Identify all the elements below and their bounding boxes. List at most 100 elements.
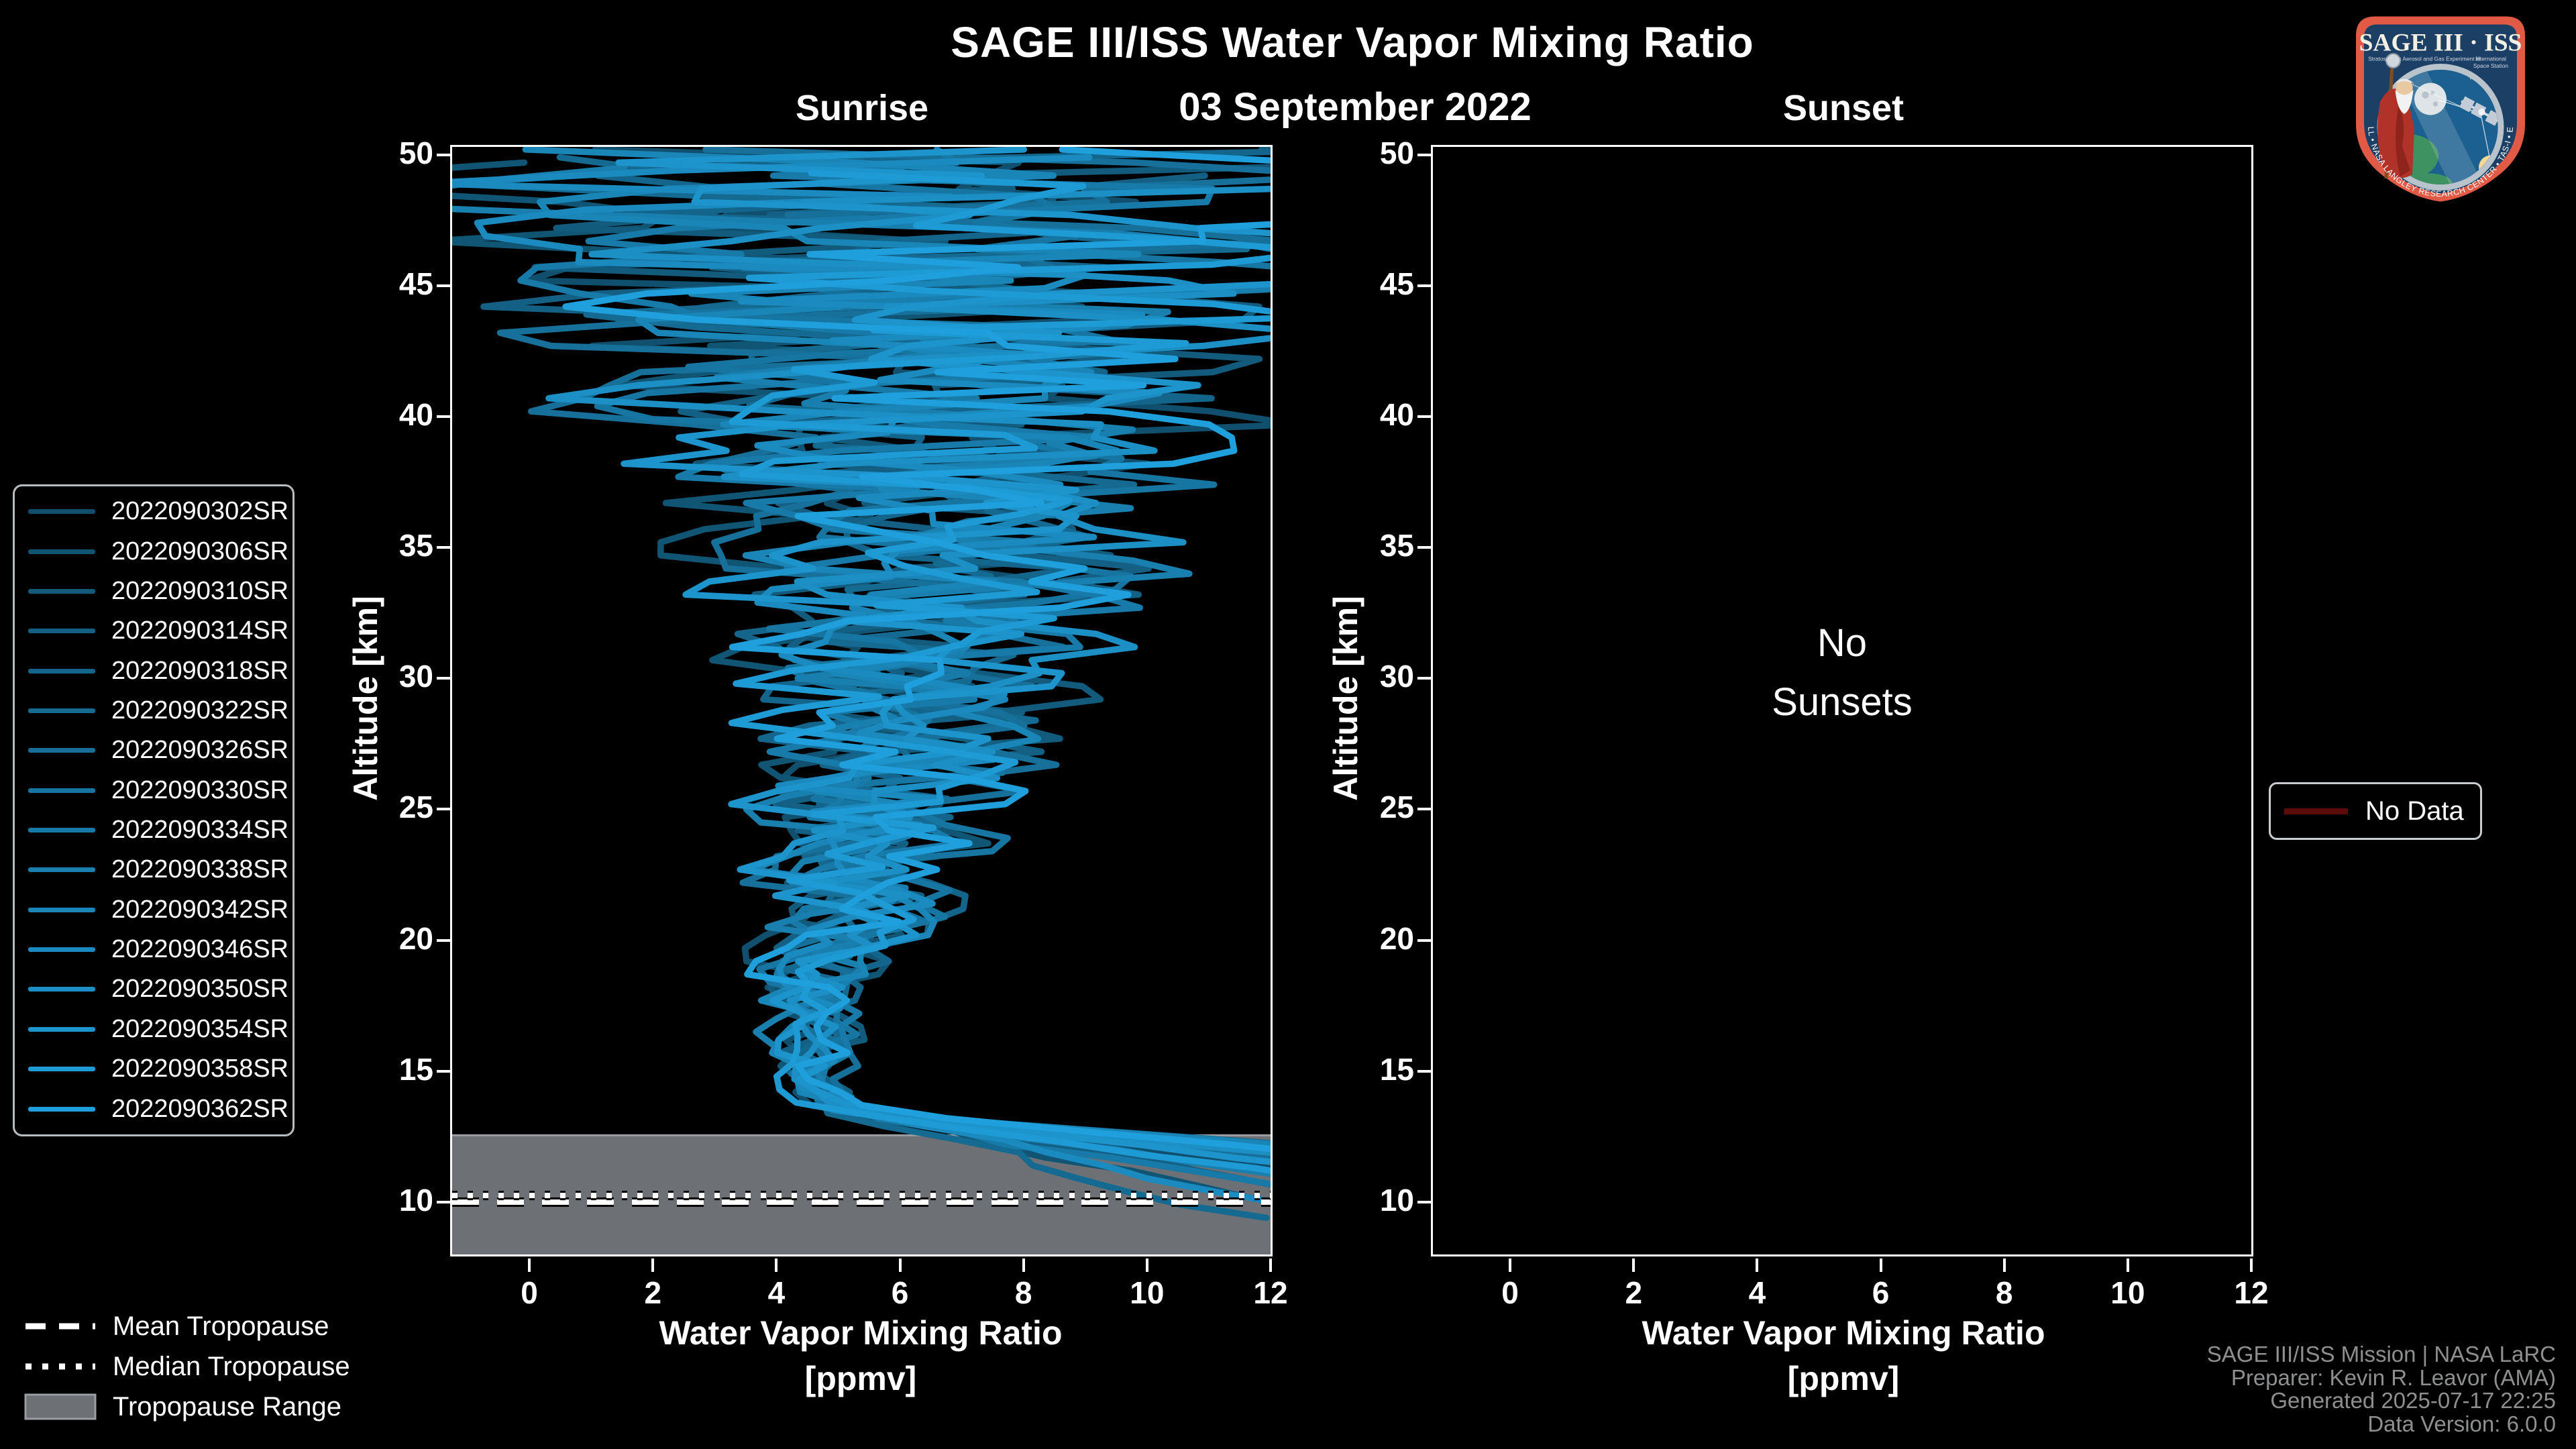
- y-tick-mark: [1417, 677, 1431, 680]
- y-tick-label: 15: [1379, 1051, 1414, 1087]
- event-line-swatch-icon: [28, 788, 95, 793]
- x-tick-label: 10: [2110, 1275, 2145, 1310]
- event-line-swatch-icon: [28, 668, 95, 674]
- x-tick-mark: [2126, 1258, 2129, 1272]
- x-tick-label: 10: [1130, 1275, 1165, 1310]
- patch-subtitle-right2: Space Station: [2473, 62, 2508, 69]
- x-tick-mark: [1269, 1258, 1272, 1272]
- x-tick-mark: [1022, 1258, 1025, 1272]
- y-tick-label: 40: [398, 397, 433, 433]
- event-legend-row: 2022090322SR: [15, 696, 292, 725]
- y-tick-mark: [437, 677, 450, 680]
- sunrise-plot: 0 2 4 6 8 10 12 10 15 20 25 30 35 40 45 50: [399, 136, 1288, 1310]
- y-tick-mark: [1417, 415, 1431, 419]
- father-time-figure: [2377, 52, 2414, 179]
- event-id-label: 2022090306SR: [111, 537, 289, 566]
- credit-preparer: Preparer: Kevin R. Leavor (AMA): [2231, 1364, 2556, 1390]
- y-tick-label: 30: [398, 659, 433, 694]
- event-legend-row: 2022090306SR: [15, 537, 292, 566]
- event-legend-row: 2022090334SR: [15, 816, 292, 845]
- credits-block: SAGE III/ISS Mission | NASA LaRC Prepare…: [2207, 1342, 2556, 1436]
- legend-mean-tropopause: Mean Tropopause: [23, 1307, 329, 1345]
- x-tick-mark: [898, 1258, 902, 1272]
- event-line-swatch-icon: [28, 987, 95, 992]
- sunrise-event-legend: 2022090302SR 2022090306SR 2022090310SR 2022…: [13, 484, 294, 1136]
- event-id-label: 2022090302SR: [111, 497, 289, 526]
- date-label: 03 September 2022: [1179, 85, 1532, 129]
- y-tick-mark: [1417, 1200, 1431, 1203]
- event-id-label: 2022090310SR: [111, 577, 289, 606]
- event-legend-row: 2022090354SR: [15, 1015, 292, 1044]
- event-id-label: 2022090346SR: [111, 935, 289, 964]
- y-tick-label: 50: [398, 135, 433, 170]
- median-tropopause-swatch-icon: [25, 1363, 95, 1370]
- y-tick-mark: [1417, 284, 1431, 287]
- tropopause-range-label: Tropopause Range: [113, 1391, 341, 1421]
- event-legend-row: 2022090362SR: [15, 1095, 292, 1124]
- x-tick-label: 8: [1014, 1275, 1032, 1310]
- mean-tropopause-label: Mean Tropopause: [113, 1311, 329, 1341]
- x-tick-label: 2: [644, 1275, 662, 1310]
- y-tick-label: 45: [398, 266, 433, 301]
- y-tick-mark: [437, 415, 450, 419]
- y-tick-mark: [1417, 546, 1431, 549]
- event-legend-row: 2022090358SR: [15, 1055, 292, 1083]
- y-tick-mark: [1417, 1069, 1431, 1073]
- y-tick-mark: [437, 1069, 450, 1073]
- sunset-panel-label: Sunset: [1782, 88, 1904, 128]
- no-data-legend: No Data: [2269, 782, 2482, 840]
- y-tick-mark: [437, 1200, 450, 1203]
- event-id-label: 2022090358SR: [111, 1055, 289, 1083]
- event-legend-row: 2022090314SR: [15, 616, 292, 645]
- event-id-label: 2022090362SR: [111, 1094, 289, 1123]
- sunrise-panel-label: Sunrise: [795, 88, 929, 128]
- y-tick-label: 20: [398, 920, 433, 956]
- event-legend-row: 2022090350SR: [15, 975, 292, 1004]
- x-tick-label: 6: [1872, 1275, 1890, 1310]
- no-data-line-icon: [2284, 808, 2348, 814]
- event-id-label: 2022090354SR: [111, 1014, 289, 1043]
- legend-tropopause-range: Tropopause Range: [23, 1388, 341, 1426]
- event-line-swatch-icon: [28, 748, 95, 753]
- x-tick-mark: [1509, 1258, 1512, 1272]
- legend-median-tropopause: Median Tropopause: [23, 1348, 350, 1385]
- y-tick-mark: [1417, 153, 1431, 156]
- event-legend-row: 2022090326SR: [15, 736, 292, 765]
- x-tick-mark: [528, 1258, 531, 1272]
- x-tick-mark: [1879, 1258, 1882, 1272]
- sunrise-xlabel-line1: Water Vapor Mixing Ratio: [659, 1314, 1063, 1352]
- event-legend-row: 2022090310SR: [15, 577, 292, 606]
- event-line-swatch-icon: [28, 1026, 95, 1032]
- event-line-swatch-icon: [28, 1106, 95, 1112]
- y-tick-mark: [437, 938, 450, 942]
- x-tick-mark: [1145, 1258, 1148, 1272]
- event-legend-row: 2022090318SR: [15, 657, 292, 686]
- profile-line-2022090362SR: [562, 147, 1271, 1152]
- y-tick-label: 20: [1379, 920, 1414, 956]
- x-tick-label: 0: [521, 1275, 538, 1310]
- event-line-swatch-icon: [28, 1067, 95, 1072]
- tropopause-range-swatch-icon: [24, 1393, 97, 1420]
- event-id-label: 2022090338SR: [111, 855, 289, 884]
- event-line-swatch-icon: [28, 509, 95, 515]
- sunrise-profiles-canvas: [452, 147, 1271, 1254]
- sunset-xlabel-line1: Water Vapor Mixing Ratio: [1642, 1314, 2045, 1352]
- credit-generated: Generated 2025-07-17 22:25: [2270, 1388, 2556, 1413]
- y-tick-label: 15: [398, 1051, 433, 1087]
- iss-icon: [2459, 96, 2498, 126]
- sage-iii-iss-mission-patch-logo: SAGE III · ISS Stratospheric Aerosol and…: [2340, 5, 2525, 202]
- event-line-swatch-icon: [28, 867, 95, 873]
- credit-version: Data Version: 6.0.0: [2367, 1411, 2556, 1436]
- event-legend-row: 2022090330SR: [15, 776, 292, 805]
- no-sunsets-annotation: No Sunsets: [1772, 614, 1913, 732]
- x-tick-mark: [1632, 1258, 1635, 1272]
- x-tick-mark: [775, 1258, 778, 1272]
- y-tick-label: 50: [1379, 135, 1414, 170]
- median-tropopause-label: Median Tropopause: [113, 1351, 350, 1381]
- event-legend-row: 2022090342SR: [15, 896, 292, 924]
- patch-title: SAGE III · ISS: [2359, 30, 2522, 57]
- y-tick-label: 40: [1379, 397, 1414, 433]
- event-id-label: 2022090326SR: [111, 736, 289, 765]
- sunset-xlabel-line2: [ppmv]: [1787, 1360, 1900, 1397]
